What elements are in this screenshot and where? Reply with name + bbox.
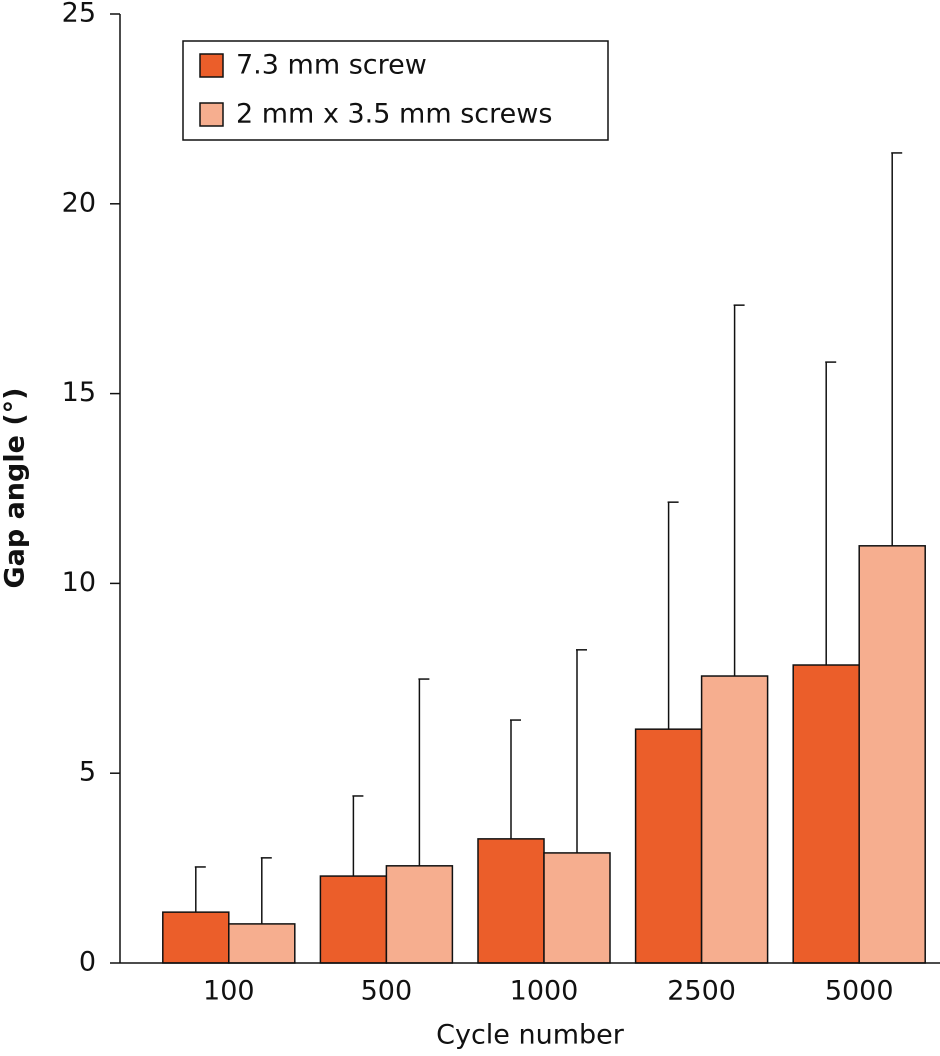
legend-label: 7.3 mm screw [236, 50, 427, 81]
legend-swatch [199, 102, 224, 127]
legend-swatch [199, 53, 224, 78]
x-tick-label: 100 [203, 976, 255, 1007]
y-axis-label: Gap angle (°) [0, 387, 31, 588]
legend-label: 2 mm x 3.5 mm screws [236, 99, 552, 130]
bar [319, 875, 388, 964]
bar [700, 675, 769, 964]
bar [858, 545, 926, 964]
x-tick-label: 500 [361, 976, 413, 1007]
y-tick-label: 15 [62, 377, 96, 408]
bar [385, 865, 454, 964]
bar [634, 728, 703, 964]
y-tick-label: 25 [62, 0, 96, 29]
bar [477, 838, 545, 964]
y-tick-label: 10 [62, 567, 96, 598]
bar [792, 664, 860, 964]
y-tick-label: 5 [79, 757, 96, 788]
y-tick-label: 20 [62, 187, 96, 218]
y-tick-label: 0 [79, 947, 96, 978]
x-axis-label: Cycle number [436, 1020, 625, 1051]
bar [228, 923, 296, 964]
x-tick-label: 5000 [825, 976, 894, 1007]
legend-box [182, 40, 609, 141]
x-tick-label: 2500 [667, 976, 736, 1007]
bar [543, 852, 611, 964]
bar [162, 911, 230, 964]
x-tick-label: 1000 [510, 976, 579, 1007]
